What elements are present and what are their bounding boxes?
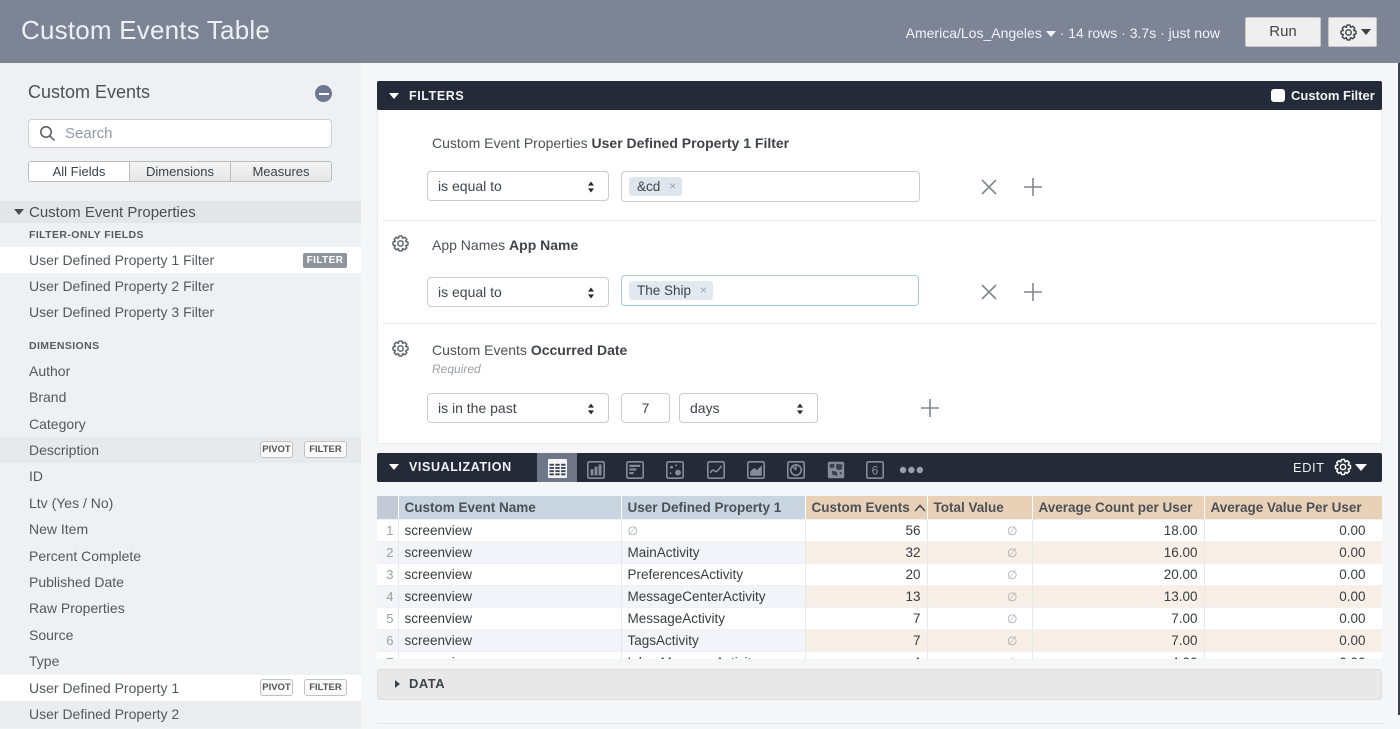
svg-text:6: 6 [872,463,879,477]
